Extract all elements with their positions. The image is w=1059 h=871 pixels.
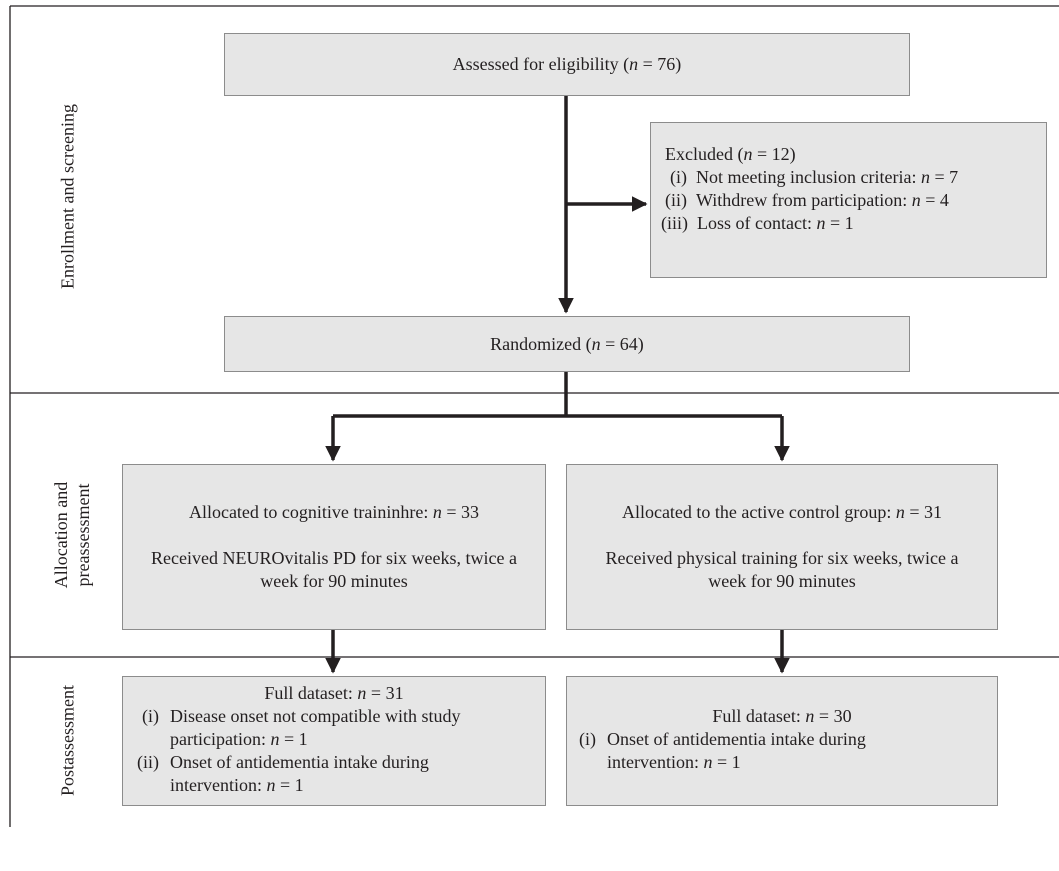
randomized-text: Randomized (n = 64) xyxy=(490,333,644,354)
alloc-right-line3: week for 90 minutes xyxy=(708,571,856,591)
post-left-header: Full dataset: n = 31 xyxy=(264,683,404,703)
randomized-box: Randomized (n = 64) xyxy=(224,316,910,372)
post-left-item: (ii) Onset of antidementia intake during… xyxy=(137,752,429,795)
phase-post-text: Postassessment xyxy=(57,685,78,797)
excluded-header: Excluded (n = 12) xyxy=(665,144,796,164)
alloc-right-box: Allocated to the active control group: n… xyxy=(566,464,998,630)
frame xyxy=(9,5,1059,827)
excluded-box: Excluded (n = 12) (i) Not meeting inclus… xyxy=(650,122,1047,278)
excluded-item: (ii) Withdrew from participation: n = 4 xyxy=(665,190,949,210)
excluded-item: (iii) Loss of contact: n = 1 xyxy=(661,213,854,233)
phase-label-enrollment: Enrollment and screening xyxy=(57,67,80,327)
alloc-left-box: Allocated to cognitive traininhre: n = 3… xyxy=(122,464,546,630)
phase-enrollment-text: Enrollment and screening xyxy=(57,104,78,289)
alloc-left-line2: Received NEUROvitalis PD for six weeks, … xyxy=(151,548,517,568)
post-left-item: (i) Disease onset not compatible with st… xyxy=(142,706,461,749)
post-left-box: Full dataset: n = 31 (i) Disease onset n… xyxy=(122,676,546,806)
post-right-item: (i) Onset of antidementia intake during i… xyxy=(579,729,866,772)
post-right-header: Full dataset: n = 30 xyxy=(712,706,852,726)
assessed-box: Assessed for eligibility (n = 76) xyxy=(224,33,910,96)
excluded-item: (i) Not meeting inclusion criteria: n = … xyxy=(670,167,959,187)
alloc-right-line2: Received physical training for six weeks… xyxy=(605,548,959,568)
phase-label-post: Postassessment xyxy=(57,611,80,871)
flow-connectors xyxy=(9,5,1059,827)
alloc-right-line1: Allocated to the active control group: n… xyxy=(621,502,943,522)
assessed-text: Assessed for eligibility (n = 76) xyxy=(452,54,682,74)
alloc-left-line1: Allocated to cognitive traininhre: n = 3… xyxy=(188,502,480,522)
alloc-left-line3: week for 90 minutes xyxy=(260,571,408,591)
post-right-box: Full dataset: n = 30 (i) Onset of antide… xyxy=(566,676,998,806)
